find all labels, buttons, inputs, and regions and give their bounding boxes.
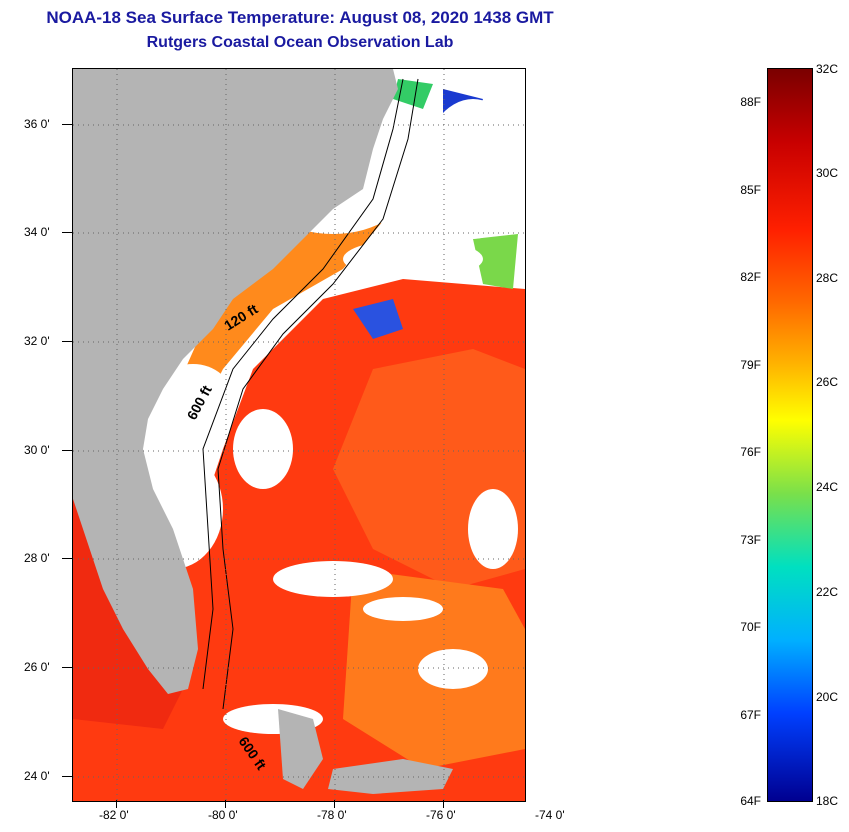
land-bahamas [278,709,323,789]
lat-tick [62,124,72,125]
graticule [73,69,525,801]
lat-tick [62,232,72,233]
colorbar-f-label: 79F [740,358,761,372]
colorbar-f-label: 73F [740,533,761,547]
colorbar-f-label: 76F [740,445,761,459]
sst-cold-patch-2 [353,299,403,339]
lat-tick [62,558,72,559]
colorbar-f-label: 85F [740,183,761,197]
lat-tick [62,341,72,342]
lat-label-24: 24 0' [24,769,50,783]
colorbar-c-label: 32C [816,62,839,76]
lat-label-34: 34 0' [24,225,50,239]
land-us-southeast [73,69,398,694]
lat-label-36: 36 0' [24,117,50,131]
lon-label-82: -82 0' [99,808,129,822]
lat-label-30: 30 0' [24,443,50,457]
lat-tick [62,776,72,777]
map-title: NOAA-18 Sea Surface Temperature: August … [46,8,554,27]
colorbar-c-label: 20C [816,690,839,704]
colorbar-c-label: 26C [816,375,839,389]
lat-label-26: 26 0' [24,660,50,674]
lon-tick [443,800,444,808]
lat-label-32: 32 0' [24,334,50,348]
colorbar-c-label: 18C [816,794,839,808]
lat-tick [62,450,72,451]
colorbar-f-label: 67F [740,708,761,722]
lon-label-80: -80 0' [208,808,238,822]
lat-tick [62,667,72,668]
sst-map-canvas: 120 ft 600 ft 600 ft [73,69,525,801]
colorbar-c-label: 28C [816,271,839,285]
lat-label-28: 28 0' [24,551,50,565]
colorbar-c-label: 22C [816,585,839,599]
lon-label-76: -76 0' [426,808,456,822]
lon-tick [334,800,335,808]
colorbar-f-label: 82F [740,270,761,284]
lon-tick [116,800,117,808]
lon-label-74: -74 0' [535,808,565,822]
lon-tick [225,800,226,808]
sst-cool-patch-2 [473,234,518,289]
colorbar-c-label: 24C [816,480,839,494]
sst-cool-patch [393,79,433,109]
temperature-colorbar [767,68,813,802]
colorbar-f-label: 88F [740,95,761,109]
contour-120ft [202,78,404,690]
colorbar-c-label: 30C [816,166,839,180]
land-cuba [328,759,453,794]
colorbar-f-label: 64F [740,794,761,808]
map-subtitle: Rutgers Coastal Ocean Observation Lab [146,34,454,51]
contour-600ft [217,78,419,710]
colorbar-f-label: 70F [740,620,761,634]
sst-coastal-band [163,199,393,429]
lon-label-78: -78 0' [317,808,347,822]
sst-map[interactable]: 120 ft 600 ft 600 ft [72,68,526,802]
